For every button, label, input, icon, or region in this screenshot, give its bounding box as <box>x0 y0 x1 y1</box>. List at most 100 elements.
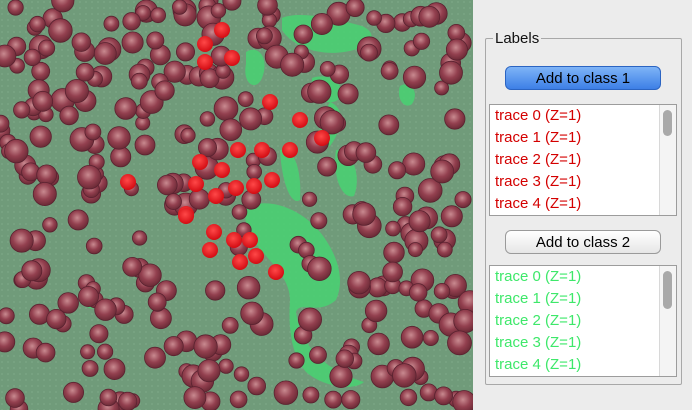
cell <box>29 15 46 33</box>
cell <box>407 242 423 258</box>
cell <box>355 142 377 163</box>
cell <box>213 96 239 121</box>
class1-labeled-cell <box>192 154 208 170</box>
cell <box>64 79 89 104</box>
class2-trace-item[interactable]: trace 3 (Z=1) <box>495 334 582 351</box>
class2-brush-strokes <box>84 15 415 387</box>
class1-labeled-cell <box>197 36 213 52</box>
class1-trace-item[interactable]: trace 0 (Z=1) <box>495 107 582 124</box>
cell <box>430 159 455 184</box>
class1-labeled-cell <box>254 142 270 158</box>
cell <box>122 256 143 277</box>
cell <box>188 188 210 210</box>
class1-labeled-cell <box>178 208 194 224</box>
cell <box>0 307 15 325</box>
class1-labeled-cells <box>120 22 330 280</box>
cell <box>146 31 165 50</box>
cell <box>324 390 343 409</box>
labels-group-title: Labels <box>493 30 542 47</box>
cell <box>385 220 401 237</box>
cell <box>434 80 450 96</box>
class2-brush-stroke <box>245 49 265 86</box>
class1-labeled-cell <box>264 172 280 188</box>
cell <box>32 181 57 206</box>
cell <box>163 336 184 357</box>
class1-labeled-cell <box>208 188 224 204</box>
labels-panel: Labels Add to class 1 trace 0 (Z=1) trac… <box>473 0 692 410</box>
class1-scrollbar-thumb[interactable] <box>663 110 672 136</box>
cell <box>408 210 431 233</box>
class2-trace-item[interactable]: trace 1 (Z=1) <box>495 290 582 307</box>
cell <box>337 83 359 105</box>
cell <box>122 12 141 31</box>
cell <box>239 107 263 131</box>
cell <box>103 358 126 381</box>
cell <box>197 138 217 158</box>
class2-brush-stroke <box>245 203 364 387</box>
class1-labeled-cell <box>214 22 230 38</box>
cell <box>422 329 439 346</box>
cell <box>0 331 16 353</box>
cell <box>103 15 120 32</box>
cell <box>9 228 34 253</box>
cell <box>130 72 148 90</box>
class1-labeled-cell <box>268 264 284 280</box>
cell <box>4 138 29 164</box>
add-to-class-1-button[interactable]: Add to class 1 <box>505 66 661 90</box>
cell <box>329 364 353 388</box>
cell <box>430 226 448 244</box>
cell <box>341 390 361 410</box>
cell <box>80 344 96 360</box>
class1-list-scrollbar[interactable] <box>659 105 676 215</box>
cell <box>110 146 132 168</box>
cell <box>94 298 117 321</box>
cell <box>257 0 278 16</box>
class2-trace-list[interactable]: trace 0 (Z=1) trace 1 (Z=1) trace 2 (Z=1… <box>489 265 677 377</box>
cell <box>409 283 428 302</box>
cell <box>172 0 188 15</box>
cell <box>84 123 102 141</box>
add-to-class-2-button[interactable]: Add to class 2 <box>505 230 661 254</box>
cell <box>440 205 463 228</box>
class1-trace-item[interactable]: trace 3 (Z=1) <box>495 173 582 190</box>
cell <box>163 60 186 83</box>
class2-trace-item[interactable]: trace 4 (Z=1) <box>495 356 582 373</box>
class1-labeled-cell <box>246 178 262 194</box>
cell <box>219 118 243 141</box>
cell <box>392 363 417 388</box>
cell <box>453 309 473 333</box>
cell <box>383 241 405 264</box>
cell <box>138 263 162 287</box>
class1-labeled-cell <box>214 162 230 178</box>
cell <box>293 24 314 45</box>
cell <box>237 91 254 108</box>
image-viewer[interactable] <box>0 0 473 410</box>
cell <box>150 7 167 24</box>
class2-trace-item[interactable]: trace 0 (Z=1) <box>495 268 582 285</box>
class2-list-scrollbar[interactable] <box>659 266 676 376</box>
cell <box>302 386 320 404</box>
cell <box>99 388 118 407</box>
cell <box>67 209 89 231</box>
cell <box>402 65 427 89</box>
cell <box>221 316 239 334</box>
class1-labeled-cell <box>292 112 308 128</box>
class1-trace-list[interactable]: trace 0 (Z=1) trace 1 (Z=1) trace 2 (Z=1… <box>489 104 677 216</box>
cell <box>301 191 318 207</box>
cell <box>165 193 182 211</box>
class2-trace-item[interactable]: trace 2 (Z=1) <box>495 312 582 329</box>
cell <box>439 60 463 85</box>
cells-layer <box>0 0 473 410</box>
cell <box>307 79 332 104</box>
cell <box>433 283 451 300</box>
class1-trace-item[interactable]: trace 2 (Z=1) <box>495 151 582 168</box>
class2-scrollbar-thumb[interactable] <box>663 271 672 309</box>
class1-labeled-cell <box>228 180 244 196</box>
class1-trace-item[interactable]: trace 1 (Z=1) <box>495 129 582 146</box>
cell <box>231 204 248 220</box>
microscopy-image[interactable] <box>0 0 473 410</box>
class1-trace-item[interactable]: trace 4 (Z=1) <box>495 195 582 212</box>
cell <box>197 359 221 383</box>
cell <box>412 32 431 50</box>
cell <box>36 164 58 186</box>
